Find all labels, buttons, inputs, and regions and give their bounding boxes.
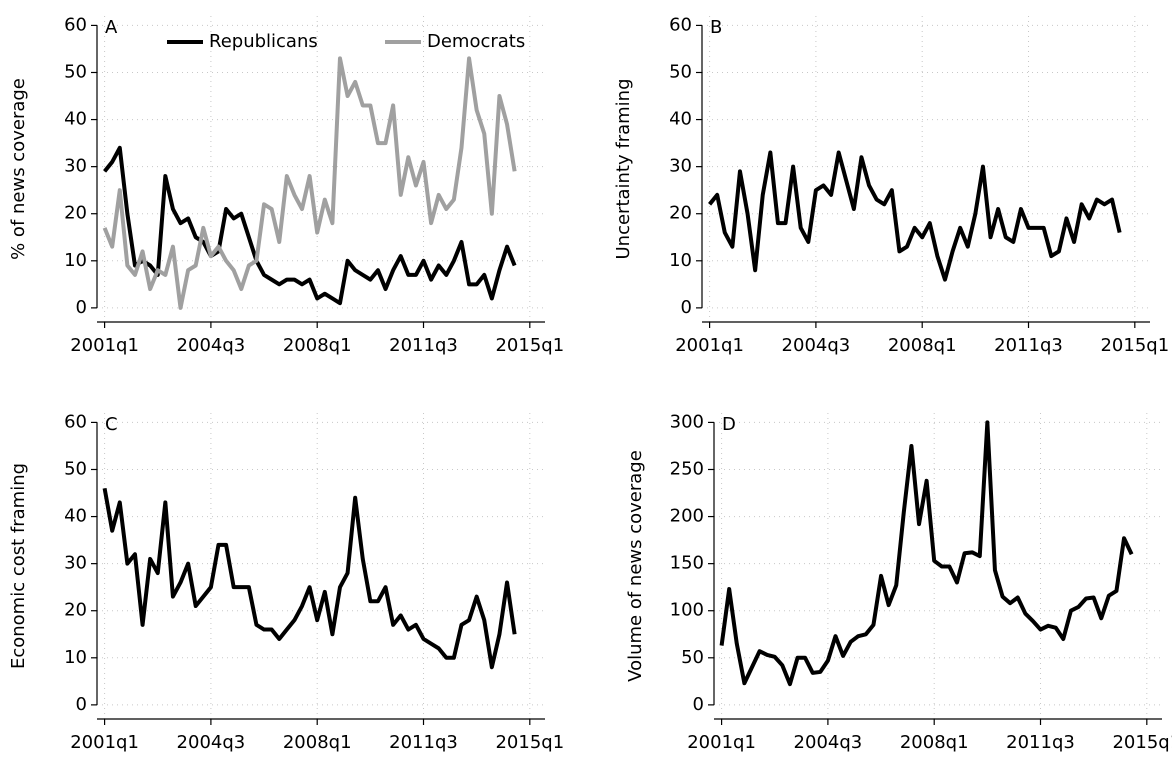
y-tick-label: 20 [64, 600, 87, 621]
x-tick-label: 2004q3 [177, 732, 246, 753]
x-tick-label: 2001q1 [70, 732, 139, 753]
y-axis-label: % of news coverage [8, 78, 29, 260]
x-tick-label: 2011q3 [389, 732, 458, 753]
panel: 0 50 100 150 200 250 300 2001q1 2004q3 2008q1 2011… [625, 411, 1172, 753]
y-tick-label: 60 [64, 411, 87, 432]
series-line [102, 56, 517, 310]
y-tick-label: 0 [76, 694, 87, 715]
panel: 0 10 20 30 40 50 60 2001q1 2004q3 2008q1 2011q3 201… [8, 14, 564, 356]
series-line [708, 150, 1122, 282]
series-line [103, 145, 517, 306]
x-tick-label: 2015q1 [1100, 335, 1169, 356]
panel: 0 10 20 30 40 50 60 2001q1 2004q3 2008q1 2011q3 201… [8, 411, 564, 753]
y-tick-label: 10 [64, 647, 87, 668]
y-tick-label: 10 [64, 250, 87, 271]
x-tick-label: 2008q1 [900, 732, 969, 753]
panel-label: A [105, 17, 118, 38]
y-tick-label: 50 [681, 647, 704, 668]
series-line [102, 487, 517, 670]
y-tick-label: 60 [64, 14, 87, 35]
y-tick-label: 50 [64, 458, 87, 479]
x-tick-label: 2008q1 [283, 335, 352, 356]
x-tick-label: 2011q3 [389, 335, 458, 356]
x-tick-label: 2004q3 [177, 335, 246, 356]
panel-label: C [105, 414, 118, 435]
x-tick-label: 2015q1 [495, 335, 564, 356]
x-tick-label: 2008q1 [888, 335, 957, 356]
x-tick-label: 2011q3 [1006, 732, 1075, 753]
panel-label: D [722, 414, 736, 435]
x-tick-label: 2004q3 [782, 335, 851, 356]
y-tick-label: 20 [669, 203, 692, 224]
y-tick-label: 0 [681, 297, 692, 318]
x-tick-label: 2015q1 [495, 732, 564, 753]
y-tick-label: 40 [669, 109, 692, 130]
y-tick-label: 250 [670, 458, 704, 479]
series-line [719, 420, 1134, 687]
x-tick-label: 2001q1 [675, 335, 744, 356]
legend-label: Democrats [427, 31, 525, 52]
y-tick-label: 30 [64, 156, 87, 177]
y-tick-label: 0 [76, 297, 87, 318]
y-tick-label: 0 [693, 694, 704, 715]
y-axis-label: Uncertainty framing [613, 78, 634, 259]
y-tick-label: 50 [669, 61, 692, 82]
y-tick-label: 100 [670, 600, 704, 621]
y-axis-label: Economic cost framing [8, 463, 29, 669]
y-axis-label: Volume of news coverage [625, 450, 646, 682]
y-tick-label: 50 [64, 61, 87, 82]
y-tick-label: 40 [64, 506, 87, 527]
x-tick-label: 2001q1 [70, 335, 139, 356]
panel-label: B [710, 17, 722, 38]
y-tick-label: 40 [64, 109, 87, 130]
x-tick-label: 2011q3 [994, 335, 1063, 356]
y-tick-label: 10 [669, 250, 692, 271]
y-tick-label: 30 [669, 156, 692, 177]
panel: 0 10 20 30 40 50 60 2001q1 2004q3 2008q1 2011q3 201… [613, 14, 1169, 356]
y-tick-label: 150 [670, 553, 704, 574]
y-tick-label: 200 [670, 506, 704, 527]
y-tick-label: 20 [64, 203, 87, 224]
y-tick-label: 30 [64, 553, 87, 574]
y-tick-label: 60 [669, 14, 692, 35]
legend-label: Republicans [209, 31, 318, 52]
x-tick-label: 2001q1 [687, 732, 756, 753]
x-tick-label: 2004q3 [794, 732, 863, 753]
x-tick-label: 2008q1 [283, 732, 352, 753]
x-tick-label: 2015q1 [1112, 732, 1172, 753]
y-tick-label: 300 [670, 411, 704, 432]
